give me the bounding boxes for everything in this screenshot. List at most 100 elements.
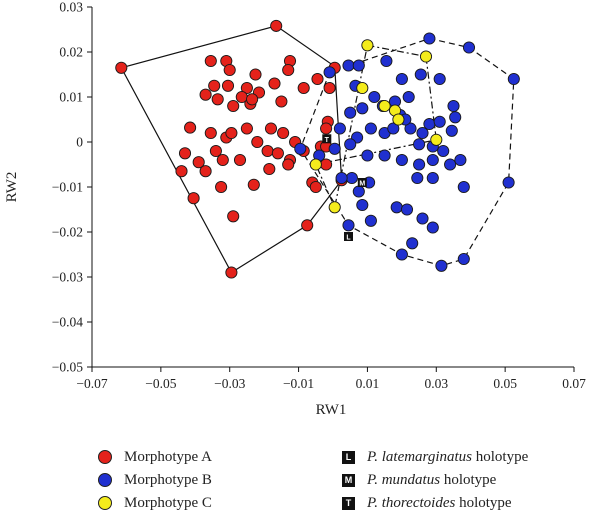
point-morphotype-a — [275, 95, 288, 108]
point-morphotype-a — [225, 126, 238, 140]
point-morphotype-a — [225, 266, 238, 279]
y-axis-label: RW2 — [4, 172, 20, 203]
x-tick-label: 0.07 — [562, 376, 586, 391]
point-morphotype-b — [344, 106, 357, 119]
y-tick-label: −0.03 — [52, 270, 83, 285]
x-tick-label: 0.01 — [356, 376, 380, 391]
holotype-word: holotype — [475, 448, 529, 465]
point-morphotype-a — [115, 61, 128, 74]
point-morphotype-a — [211, 93, 224, 106]
point-morphotype-a — [175, 165, 188, 178]
point-morphotype-b — [411, 171, 424, 185]
point-morphotype-b — [352, 59, 365, 72]
point-morphotype-b — [447, 99, 460, 113]
y-tick-label: 0 — [76, 135, 83, 150]
point-morphotype-b — [345, 171, 358, 185]
axes: −0.07 −0.05 −0.03 −0.01 0.01 0.03 0.05 0.070.03… — [52, 0, 586, 391]
legend-marker-square-l: L — [342, 450, 355, 464]
point-morphotype-a — [209, 144, 222, 158]
point-morphotype-a — [187, 192, 200, 205]
point-morphotype-a — [215, 180, 228, 194]
holotype-symbol-m: M — [359, 181, 365, 188]
point-morphotype-b — [435, 259, 448, 272]
point-morphotype-b — [507, 72, 520, 86]
y-tick-label: 0.03 — [59, 0, 83, 15]
point-morphotype-b — [445, 124, 458, 137]
point-morphotype-b — [395, 153, 408, 167]
legend-label: P. mundatus holotype — [367, 472, 496, 489]
y-tick-label: 0.01 — [59, 90, 83, 105]
point-morphotype-b — [416, 126, 429, 140]
legend-marker-red-circle — [98, 450, 112, 464]
point-morphotype-b — [433, 115, 446, 128]
point-morphotype-a — [282, 63, 295, 77]
point-morphotype-b — [426, 153, 439, 167]
point-morphotype-a — [249, 68, 262, 81]
legend-item-morphotype-c: Morphotype C — [98, 492, 212, 514]
species-name: P. mundatus — [367, 471, 441, 488]
data-points — [115, 19, 520, 279]
point-morphotype-b — [323, 66, 336, 79]
point-morphotype-b — [294, 142, 307, 155]
point-morphotype-b — [404, 122, 417, 135]
point-morphotype-a — [297, 81, 310, 95]
point-morphotype-a — [282, 158, 295, 171]
point-morphotype-b — [423, 32, 436, 45]
point-morphotype-a — [208, 79, 221, 92]
point-morphotype-a — [221, 79, 235, 92]
point-morphotype-a — [178, 147, 192, 160]
point-morphotype-a — [251, 135, 264, 149]
point-morphotype-b — [433, 72, 446, 86]
point-morphotype-b — [378, 149, 391, 162]
x-tick-label: 0.05 — [493, 376, 517, 391]
point-morphotype-b — [333, 122, 346, 135]
legend-label: Morphotype B — [124, 471, 212, 488]
point-morphotype-a — [216, 153, 229, 167]
legend-item-morphotype-b: Morphotype B — [98, 469, 212, 491]
point-morphotype-c — [356, 81, 369, 95]
point-morphotype-c — [309, 158, 322, 171]
species-name: P. latemarginatus — [367, 448, 473, 465]
holotype-marker-m — [357, 178, 367, 187]
point-morphotype-b — [426, 221, 439, 234]
holotype-symbol-t: T — [325, 137, 330, 144]
point-morphotype-b — [444, 158, 457, 171]
legend-marker-blue-circle — [98, 473, 112, 487]
point-morphotype-a — [270, 19, 283, 32]
holotype-marker-l — [344, 232, 353, 241]
point-morphotype-c — [419, 50, 433, 63]
point-morphotype-b — [390, 201, 403, 214]
point-morphotype-c — [378, 99, 391, 113]
holotype-marker-t — [322, 134, 332, 144]
point-morphotype-a — [309, 180, 322, 194]
point-morphotype-a — [204, 54, 217, 68]
point-morphotype-a — [301, 219, 314, 232]
point-morphotype-b — [457, 252, 470, 266]
point-morphotype-a — [184, 121, 197, 134]
point-morphotype-a — [223, 63, 236, 77]
point-morphotype-b — [344, 138, 357, 151]
point-morphotype-b — [342, 59, 355, 72]
holotype-word: holotype — [459, 494, 512, 511]
legend-marker-yellow-circle — [98, 496, 112, 510]
point-morphotype-b — [364, 122, 377, 135]
point-morphotype-a — [268, 77, 281, 90]
x-tick-label: −0.01 — [283, 376, 314, 391]
point-morphotype-b — [387, 122, 400, 135]
point-morphotype-a — [277, 126, 290, 140]
point-morphotype-b — [395, 248, 408, 261]
point-morphotype-c — [430, 133, 443, 146]
scatter-plot: LMT −0.07 −0.05 −0.03 −0.01 0.01 0.03 0.05 0.07… — [4, 0, 586, 418]
point-morphotype-a — [235, 90, 248, 104]
legend-marker-square-m: M — [342, 473, 355, 487]
point-morphotype-b — [437, 144, 450, 158]
point-morphotype-b — [400, 203, 414, 216]
y-tick-label: −0.02 — [52, 225, 83, 240]
point-morphotype-a — [323, 81, 336, 95]
point-morphotype-b — [328, 142, 341, 155]
point-morphotype-b — [423, 117, 436, 131]
legend-item-mundatus: M P. mundatus holotype — [342, 469, 496, 491]
point-morphotype-b — [449, 111, 462, 124]
x-tick-label: −0.03 — [214, 376, 245, 391]
point-morphotype-a — [199, 165, 212, 178]
